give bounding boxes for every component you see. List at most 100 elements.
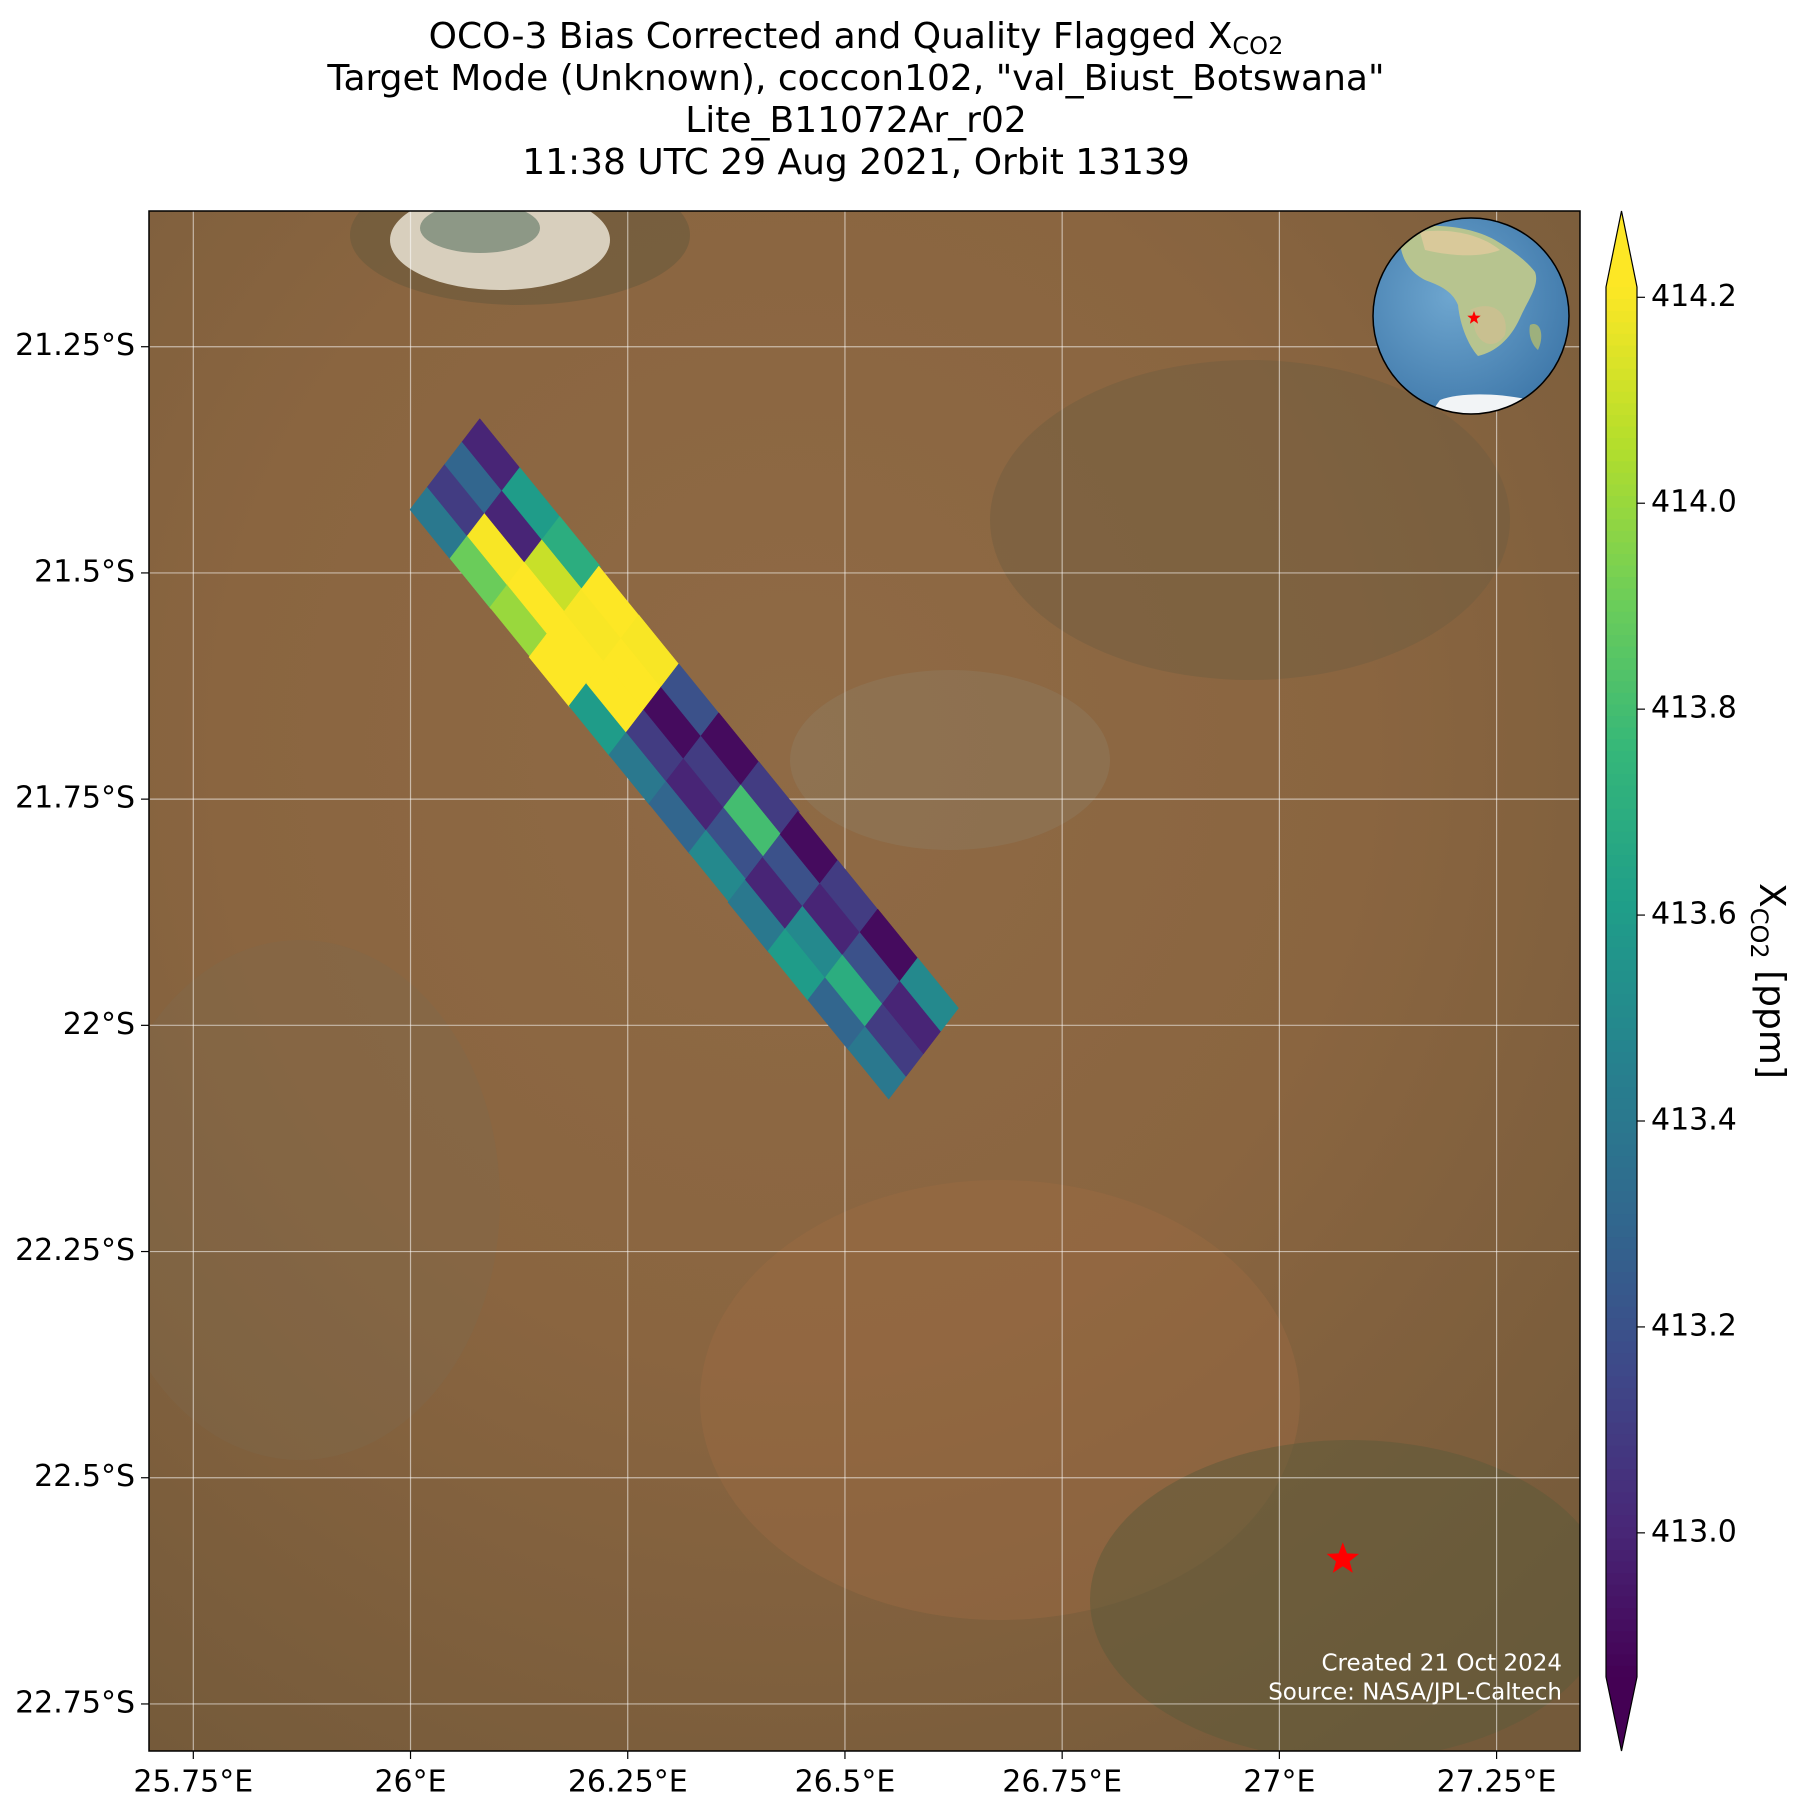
colorbar-segment: [1606, 564, 1637, 578]
sounding: [899, 957, 959, 1032]
credit: Source: NASA/JPL-Caltech: [1268, 1680, 1562, 1706]
colorbar-segment: [1606, 1653, 1637, 1666]
colorbar-segment: [1606, 1004, 1637, 1018]
colorbar-segment: [1606, 738, 1637, 751]
colorbar-segment: [1606, 1282, 1637, 1296]
colorbar-segment: [1606, 819, 1637, 832]
colorbar-segment: [1606, 877, 1637, 890]
colorbar-segment: [1606, 1190, 1637, 1203]
colorbar-segment: [1606, 1375, 1637, 1388]
x-tick-label: 26.25°E: [568, 1765, 688, 1800]
terrain-patch: [990, 360, 1510, 680]
axes: 25.75°E 26°E 26.25°E 26.5°E 26.75°E 27°E 27.25…: [15, 328, 1562, 1799]
colorbar-segment: [1606, 1132, 1637, 1145]
colorbar-segment: [1606, 1630, 1637, 1643]
colorbar-segment: [1606, 1433, 1637, 1446]
colorbar-segment: [1606, 888, 1637, 902]
colorbar-segment: [1606, 1583, 1637, 1597]
x-tick-label: 25.75°E: [133, 1765, 253, 1800]
colorbar-segment: [1606, 1641, 1637, 1655]
colorbar-segment: [1606, 703, 1637, 717]
colorbar-segment: [1606, 1549, 1637, 1562]
colorbar-tick-label: 413.4: [1651, 1103, 1737, 1138]
colorbar-segment: [1606, 1525, 1637, 1539]
colorbar-segment: [1606, 1305, 1637, 1319]
y-tick-label: 22.75°S: [15, 1685, 135, 1720]
x-tick-label: 27.25°E: [1437, 1765, 1557, 1800]
colorbar-segment: [1606, 1444, 1637, 1458]
colorbar-segment: [1606, 1027, 1637, 1041]
colorbar: 413.0 413.2 413.4 413.6 413.8 414.0 414.2 XCO2 …: [1605, 210, 1792, 1752]
colorbar-segment: [1606, 518, 1637, 531]
colorbar-label-space: [1751, 959, 1792, 970]
colorbar-segment: [1606, 773, 1637, 786]
colorbar-segment: [1606, 1016, 1637, 1029]
colorbar-segment: [1606, 1201, 1637, 1215]
colorbar-segment: [1606, 1213, 1637, 1226]
colorbar-segment: [1606, 946, 1637, 960]
y-tick-label: 21.5°S: [34, 554, 135, 589]
colorbar-segment: [1606, 1259, 1637, 1273]
terrain-patch: [149, 940, 500, 1460]
globe-madagascar: [1529, 324, 1542, 350]
colorbar-segment: [1606, 552, 1637, 566]
colorbar-segment: [1606, 958, 1637, 971]
colorbar-segment: [1606, 1166, 1637, 1180]
title-text: Target Mode (Unknown), coccon102, "val_B…: [326, 58, 1384, 99]
colorbar-label: XCO2 [ppm]: [1745, 883, 1792, 1079]
x-tick-label: 26°E: [374, 1765, 446, 1800]
colorbar-segment: [1606, 1560, 1637, 1574]
y-tick-label: 22.5°S: [34, 1459, 135, 1494]
colorbar-segment: [1606, 1363, 1637, 1377]
colorbar-segment: [1606, 761, 1637, 774]
colorbar-segment: [1606, 448, 1637, 462]
colorbar-segment: [1606, 1097, 1637, 1110]
colorbar-segment: [1606, 807, 1637, 821]
colorbar-segment: [1606, 1468, 1637, 1481]
globe-kalahari: [1470, 306, 1506, 345]
colorbar-segment: [1606, 981, 1637, 995]
colorbar-segment: [1606, 784, 1637, 798]
title-text: Lite_B11072Ar_r02: [685, 100, 1027, 141]
title-subscript: CO2: [1232, 32, 1283, 60]
colorbar-segment: [1606, 402, 1637, 415]
colorbar-label-text: X: [1751, 883, 1792, 908]
colorbar-segment: [1606, 425, 1637, 439]
colorbar-tick-label: 413.6: [1651, 897, 1737, 932]
colorbar-segment: [1606, 1572, 1637, 1585]
colorbar-segment: [1606, 1108, 1637, 1122]
globe-sahara: [1420, 230, 1500, 256]
colorbar-segment: [1606, 900, 1637, 913]
colorbar-segment: [1606, 1410, 1637, 1423]
colorbar-segment: [1606, 1421, 1637, 1435]
colorbar-segment: [1606, 321, 1637, 334]
colorbar-segment: [1606, 1456, 1637, 1469]
globe-site-marker: [1467, 311, 1481, 324]
colorbar-outline: [1605, 210, 1638, 1752]
chart-title: 11:38 UTC 29 Aug 2021, Orbit 13139: [522, 142, 1190, 183]
colorbar-segment: [1606, 356, 1637, 369]
colorbar-segment: [1606, 1386, 1637, 1400]
colorbar-segment: [1606, 1294, 1637, 1307]
colorbar-segment: [1606, 1595, 1637, 1608]
chart-title: OCO-3 Bias Corrected and Quality Flagged…: [429, 16, 1284, 60]
colorbar-label-unit: [ppm]: [1751, 970, 1792, 1079]
chart-title: Lite_B11072Ar_r02: [685, 100, 1027, 141]
colorbar-segment: [1606, 506, 1637, 520]
colorbar-tick-label: 414.0: [1651, 485, 1737, 520]
y-tick-label: 22.25°S: [15, 1233, 135, 1268]
map-area: [149, 211, 1580, 1751]
colorbar-segment: [1606, 935, 1637, 948]
colorbar-segment: [1606, 1085, 1637, 1099]
colorbar-segment: [1606, 379, 1637, 392]
colorbar-segment: [1606, 390, 1637, 404]
colorbar-segment: [1606, 726, 1637, 740]
site-layer: [1326, 1542, 1359, 1573]
x-tick-label: 26.5°E: [795, 1765, 896, 1800]
colorbar-segment: [1606, 599, 1637, 612]
sounding: [541, 515, 601, 591]
colorbar-extend-bottom: [1606, 1677, 1637, 1751]
colorbar-segment: [1606, 842, 1637, 856]
colorbar-segment: [1606, 1502, 1637, 1516]
colorbar-segment: [1606, 1618, 1637, 1632]
